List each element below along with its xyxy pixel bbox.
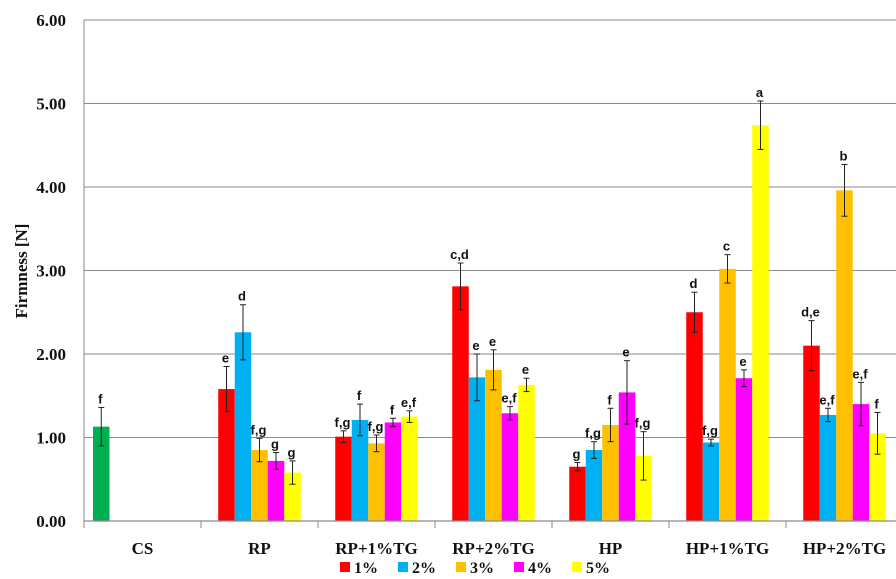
bar-3pct bbox=[251, 450, 268, 521]
significance-label: e,f bbox=[501, 391, 517, 406]
significance-label: f bbox=[357, 388, 362, 403]
significance-label: c bbox=[723, 239, 730, 254]
bar-2pct bbox=[234, 332, 252, 521]
legend-label: 1% bbox=[354, 560, 378, 577]
bar-3pct bbox=[719, 268, 736, 521]
legend-label: 2% bbox=[412, 560, 436, 577]
significance-label: e bbox=[622, 345, 629, 360]
error-bars bbox=[98, 100, 881, 485]
significance-label: f,g bbox=[251, 422, 267, 437]
bar-5pct bbox=[635, 455, 652, 521]
significance-label: g bbox=[271, 437, 279, 452]
legend-swatch bbox=[572, 562, 582, 572]
significance-label: d,e bbox=[801, 305, 820, 320]
significance-label: f bbox=[607, 392, 612, 407]
category-label: HP+1%TG bbox=[686, 539, 769, 558]
category-label: RP bbox=[248, 539, 271, 558]
significance-label: e,f bbox=[852, 366, 868, 381]
bar-4pct bbox=[618, 392, 636, 521]
legend-label: 3% bbox=[470, 560, 494, 577]
bar-3pct bbox=[836, 190, 853, 521]
significance-label: d bbox=[690, 276, 698, 291]
bar-3pct bbox=[368, 443, 385, 521]
y-tick-label: 1.00 bbox=[36, 429, 66, 448]
legend: 1% 2% 3% 4% 5% bbox=[340, 560, 610, 577]
bar-4pct bbox=[852, 404, 870, 521]
significance-label: a bbox=[756, 85, 764, 100]
bar-1pct bbox=[452, 286, 469, 521]
significance-label: f,g bbox=[702, 423, 718, 438]
bar-2pct bbox=[702, 442, 720, 521]
legend-label: 5% bbox=[586, 560, 610, 577]
y-tick-label: 2.00 bbox=[36, 345, 66, 364]
legend-swatch bbox=[514, 562, 524, 572]
legend-label: 4% bbox=[528, 560, 552, 577]
category-label: RP+1%TG bbox=[335, 539, 417, 558]
significance-label: e bbox=[739, 354, 746, 369]
y-axis-label: Firmness [N] bbox=[12, 224, 31, 319]
bar-3pct bbox=[485, 369, 502, 521]
bar-1pct bbox=[803, 345, 820, 521]
bar-5pct bbox=[284, 472, 301, 521]
y-tick-label: 4.00 bbox=[36, 178, 66, 197]
category-label: RP+2%TG bbox=[452, 539, 534, 558]
bar-5pct bbox=[752, 125, 769, 522]
bar-1pct bbox=[569, 466, 586, 521]
significance-label: e,f bbox=[819, 392, 835, 407]
category-label: HP bbox=[599, 539, 623, 558]
legend-swatch bbox=[456, 562, 466, 572]
legend-swatch bbox=[340, 562, 350, 572]
bar-2pct bbox=[585, 450, 603, 521]
significance-label: e bbox=[472, 338, 479, 353]
significance-label: f,g bbox=[368, 419, 384, 434]
category-label: CS bbox=[132, 539, 154, 558]
significance-label: e bbox=[489, 334, 496, 349]
significance-label: b bbox=[840, 148, 848, 163]
significance-label: f bbox=[874, 396, 879, 411]
significance-label: f,g bbox=[585, 426, 601, 441]
bar-4pct bbox=[501, 413, 519, 521]
y-tick-label: 6.00 bbox=[36, 11, 66, 30]
bar-4pct bbox=[735, 378, 753, 521]
significance-label: d bbox=[238, 289, 246, 304]
significance-label: e bbox=[522, 362, 529, 377]
bar-5pct bbox=[93, 426, 110, 521]
bar-5pct bbox=[869, 433, 886, 521]
significance-label: g bbox=[288, 445, 296, 460]
bars bbox=[93, 125, 886, 522]
bar-1pct bbox=[335, 436, 352, 521]
y-tick-label: 5.00 bbox=[36, 95, 66, 114]
bar-5pct bbox=[401, 416, 418, 521]
bar-1pct bbox=[218, 389, 235, 521]
y-tick-label: 3.00 bbox=[36, 262, 66, 281]
significance-label: e bbox=[222, 351, 229, 366]
axes bbox=[83, 20, 896, 528]
y-axis-tick-labels: 0.00 1.00 2.00 3.00 4.00 5.00 6.00 bbox=[36, 11, 66, 531]
significance-label: f,g bbox=[635, 416, 651, 431]
significance-label: f bbox=[390, 402, 395, 417]
bar-2pct bbox=[819, 414, 837, 521]
y-tick-label: 0.00 bbox=[36, 512, 66, 531]
category-label: HP+2%TG bbox=[803, 539, 886, 558]
significance-label: c,d bbox=[450, 247, 469, 262]
bar-3pct bbox=[602, 424, 619, 521]
significance-label: f bbox=[98, 391, 103, 406]
bar-5pct bbox=[518, 384, 535, 521]
bar-4pct bbox=[384, 422, 402, 521]
bar-1pct bbox=[686, 312, 703, 521]
significance-label: e,f bbox=[401, 395, 417, 410]
x-axis-category-labels: CS RP RP+1%TG RP+2%TG HP HP+1%TG HP+2%TG bbox=[132, 539, 887, 558]
legend-swatch bbox=[398, 562, 408, 572]
bar-2pct bbox=[351, 419, 369, 521]
bar-2pct bbox=[468, 377, 486, 521]
bar-4pct bbox=[267, 460, 285, 521]
significance-label: f,g bbox=[335, 415, 351, 430]
significance-label: g bbox=[573, 447, 581, 462]
